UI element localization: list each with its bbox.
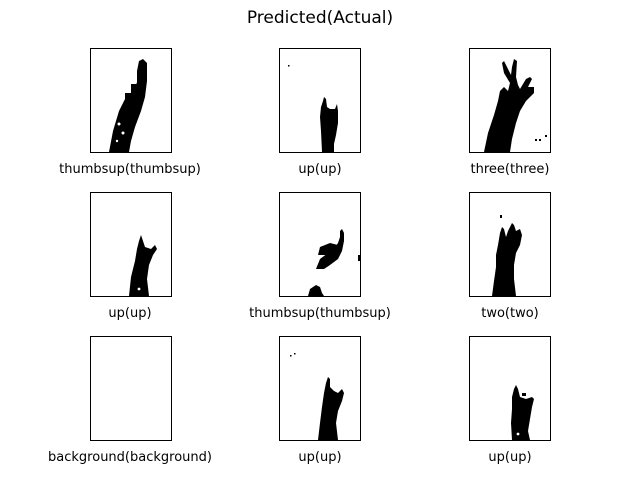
figure-title: Predicted(Actual) <box>246 8 394 28</box>
gesture-image-panel <box>469 192 551 297</box>
hand-up-image <box>129 235 157 296</box>
hand-two-image <box>492 215 522 296</box>
gesture-image-panel <box>90 192 172 297</box>
panel-label: up(up) <box>298 162 342 177</box>
panel-label: background(background) <box>48 450 212 465</box>
hand-up-image <box>288 65 338 152</box>
hand-thumbsup-side-image <box>308 229 360 296</box>
panel-label: two(two) <box>481 306 539 321</box>
panel-label: thumbsup(thumbsup) <box>249 306 391 321</box>
gesture-image-panel <box>90 48 172 153</box>
gesture-image-panel <box>469 336 551 441</box>
gesture-image-panel <box>279 48 361 153</box>
panel-label: thumbsup(thumbsup) <box>59 162 201 177</box>
background-image <box>91 337 171 440</box>
hand-three-image <box>484 59 547 152</box>
panel-label: up(up) <box>108 306 152 321</box>
hand-thumbsup-image <box>109 59 147 152</box>
panel-label: up(up) <box>488 450 532 465</box>
gesture-image-panel <box>90 336 172 441</box>
hand-up-image <box>290 353 344 440</box>
hand-up-image <box>511 385 534 440</box>
gesture-image-panel <box>279 192 361 297</box>
gesture-image-panel <box>279 336 361 441</box>
gesture-image-panel <box>469 48 551 153</box>
panel-label: three(three) <box>470 162 550 177</box>
panel-label: up(up) <box>298 450 342 465</box>
